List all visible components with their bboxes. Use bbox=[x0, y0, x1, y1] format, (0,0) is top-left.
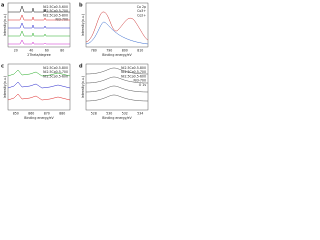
y-axis-label: Intensity(a.u.) bbox=[3, 14, 7, 36]
legend-entry: Ni3-700 bbox=[55, 18, 68, 22]
x-axis-label: Binding energy/eV bbox=[102, 116, 132, 120]
x-tick-label: 880 bbox=[59, 112, 65, 116]
legend-entry: Ni3-700 bbox=[133, 79, 146, 83]
legend-entry: Ni2.5Co0.5-600 bbox=[121, 74, 146, 78]
x-tick-label: 532 bbox=[122, 112, 128, 116]
legend-entry: Ni2.5Co0.5-800 bbox=[121, 66, 146, 70]
legend-entry: O 1s bbox=[139, 83, 147, 87]
x-axis-label: Binding energy/eV bbox=[24, 116, 54, 120]
legend-entry: Ni2.5Co0.5-700 bbox=[121, 70, 146, 74]
panel-label: d bbox=[79, 64, 83, 70]
x-tick-label: 860 bbox=[28, 112, 34, 116]
figure: a 2Theta/degree Intensity(a.u.) 20 40 60 80 Ni2… bbox=[1, 2, 149, 120]
xps-curve bbox=[85, 94, 149, 102]
legend-entry: Ni2.5Co0.5-600 bbox=[43, 5, 68, 9]
xrd-curve bbox=[8, 22, 70, 29]
x-tick-label: 780 bbox=[91, 49, 97, 53]
panel-a bbox=[7, 2, 71, 48]
legend-entry: Co 2p bbox=[137, 5, 146, 9]
legend-entry: Ni2.5Co0.5-800 bbox=[43, 13, 68, 17]
y-axis-label: Intensity(a.u.) bbox=[81, 76, 85, 98]
xrd-curve bbox=[8, 39, 70, 45]
x-axis-label: 2Theta/degree bbox=[27, 53, 50, 57]
panel-c bbox=[7, 63, 71, 111]
x-axis-label: Binding energy/eV bbox=[102, 53, 132, 57]
legend-entry: Co2+ bbox=[137, 13, 146, 17]
legend-entry: Ni2.5Co0.5-600 bbox=[43, 74, 68, 78]
x-tick-label: 850 bbox=[13, 112, 19, 116]
panel-label: a bbox=[1, 3, 4, 9]
legend-entry: Ni2.5Co0.5-800 bbox=[43, 66, 68, 70]
x-tick-label: 790 bbox=[106, 49, 112, 53]
panel-label: b bbox=[79, 3, 83, 9]
xps-curve bbox=[85, 85, 149, 93]
xps-curve bbox=[85, 76, 149, 84]
y-axis-label: Intensity(a.u.) bbox=[81, 14, 85, 36]
x-tick-label: 20 bbox=[14, 49, 18, 53]
x-tick-label: 40 bbox=[29, 49, 33, 53]
x-tick-label: 528 bbox=[91, 112, 97, 116]
legend-entry: Ni2.5Co0.5-700 bbox=[43, 9, 68, 13]
x-tick-label: 810 bbox=[137, 49, 143, 53]
y-axis-label: Intensity(a.u.) bbox=[3, 76, 7, 98]
panel-frame bbox=[7, 2, 71, 48]
x-tick-label: 800 bbox=[122, 49, 128, 53]
xps-curve bbox=[85, 67, 149, 75]
x-tick-label: 530 bbox=[106, 112, 112, 116]
panel-frame bbox=[7, 63, 71, 111]
xps-curve bbox=[85, 11, 149, 43]
panel-frame bbox=[85, 63, 149, 111]
panel-label: c bbox=[1, 64, 4, 70]
x-tick-label: 534 bbox=[137, 112, 143, 116]
panel-frame bbox=[85, 2, 149, 48]
xps-curve bbox=[7, 81, 71, 89]
panel-d bbox=[85, 63, 149, 111]
x-tick-label: 80 bbox=[60, 49, 64, 53]
panel-b bbox=[85, 2, 149, 48]
xrd-curve bbox=[8, 5, 70, 13]
xps-fit bbox=[85, 21, 149, 45]
x-tick-label: 60 bbox=[45, 49, 49, 53]
xps-curve bbox=[7, 69, 71, 77]
x-tick-label: 870 bbox=[44, 112, 50, 116]
xrd-curve bbox=[8, 14, 70, 21]
legend-entry: Co3+ bbox=[137, 9, 146, 13]
legend-entry: Ni2.5Co0.5-700 bbox=[43, 70, 68, 74]
xps-curve bbox=[7, 93, 71, 101]
xrd-curve bbox=[8, 30, 70, 37]
